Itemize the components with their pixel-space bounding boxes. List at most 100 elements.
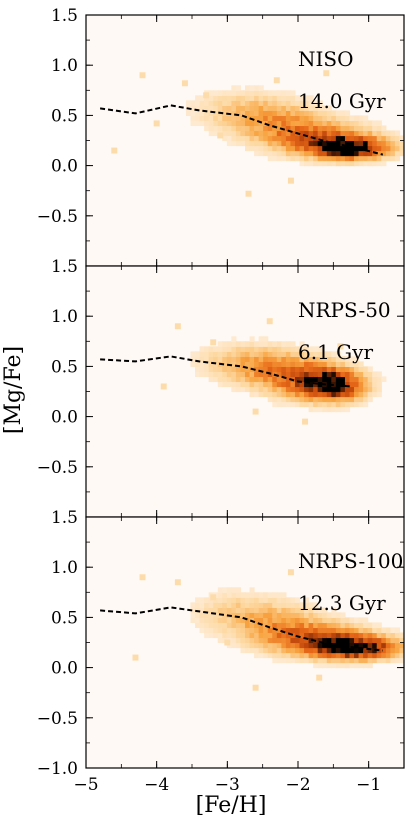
density-cell bbox=[249, 391, 255, 398]
density-cell bbox=[390, 150, 396, 157]
density-cell bbox=[290, 95, 296, 101]
density-cell bbox=[213, 90, 219, 96]
density-cell bbox=[267, 135, 273, 142]
density-cell bbox=[340, 155, 346, 162]
density-cell bbox=[235, 642, 242, 649]
density-cell bbox=[281, 361, 287, 367]
density-cell bbox=[235, 341, 242, 347]
density-cell bbox=[263, 597, 269, 603]
density-cell bbox=[272, 120, 278, 127]
density-cell bbox=[276, 592, 282, 598]
density-cell bbox=[272, 592, 278, 598]
density-cell bbox=[313, 351, 319, 357]
density-cell bbox=[308, 647, 314, 654]
density-cell bbox=[313, 617, 319, 624]
density-cell bbox=[349, 391, 355, 398]
density-cell bbox=[199, 110, 205, 116]
density-cell bbox=[281, 612, 287, 618]
density-cell bbox=[276, 95, 282, 101]
density-cell bbox=[249, 90, 255, 96]
density-cell bbox=[217, 637, 223, 644]
density-cell bbox=[195, 602, 201, 608]
density-cell bbox=[195, 95, 201, 101]
density-cell bbox=[376, 150, 382, 157]
density-cell bbox=[326, 150, 332, 157]
density-cell bbox=[190, 356, 196, 362]
density-cell bbox=[281, 125, 287, 132]
density-cell bbox=[204, 351, 210, 357]
density-cell bbox=[213, 617, 219, 624]
density-cell bbox=[240, 115, 246, 122]
density-cell bbox=[326, 155, 332, 162]
density-cell bbox=[385, 637, 391, 644]
density-cell bbox=[385, 150, 391, 157]
density-cell bbox=[294, 376, 301, 383]
density-cell bbox=[272, 105, 278, 111]
density-cell bbox=[258, 391, 264, 398]
density-cell bbox=[304, 622, 310, 629]
density-cell bbox=[390, 145, 396, 152]
density-cell bbox=[240, 95, 246, 101]
density-cell bbox=[276, 657, 282, 664]
density-cell bbox=[204, 361, 210, 367]
density-cell bbox=[276, 115, 282, 122]
density-cell bbox=[222, 135, 228, 142]
y-tick-label: 0.0 bbox=[51, 659, 78, 679]
density-cell bbox=[222, 627, 228, 634]
density-cell bbox=[231, 612, 237, 618]
density-cell bbox=[322, 366, 328, 373]
density-cell bbox=[276, 135, 282, 142]
density-cell bbox=[285, 391, 292, 398]
density-cell bbox=[245, 637, 251, 644]
density-cell bbox=[349, 662, 355, 669]
density-cell bbox=[231, 135, 237, 142]
density-cell bbox=[208, 376, 214, 383]
density-cell bbox=[335, 356, 341, 362]
density-cell bbox=[308, 120, 314, 127]
density-cell bbox=[349, 115, 355, 122]
density-cell bbox=[235, 356, 242, 362]
density-cell bbox=[304, 381, 310, 388]
density-cell bbox=[254, 612, 260, 618]
density-cell bbox=[285, 602, 292, 608]
density-cell bbox=[367, 652, 373, 659]
density-outlier bbox=[210, 594, 217, 601]
density-cell bbox=[276, 376, 282, 383]
density-cell bbox=[263, 341, 269, 347]
density-cell bbox=[222, 587, 228, 593]
density-cell bbox=[294, 381, 301, 388]
density-cell bbox=[235, 632, 242, 639]
density-cell bbox=[258, 602, 264, 608]
density-cell bbox=[381, 160, 387, 167]
density-cell bbox=[226, 356, 232, 362]
density-cell bbox=[385, 145, 391, 152]
density-cell bbox=[263, 647, 269, 654]
density-cell bbox=[254, 391, 260, 398]
density-cell bbox=[354, 396, 360, 403]
density-cell bbox=[245, 90, 251, 96]
density-cell bbox=[299, 366, 305, 373]
density-cell bbox=[367, 642, 373, 649]
density-cell bbox=[308, 607, 314, 613]
density-cell bbox=[344, 391, 351, 398]
density-cell bbox=[322, 627, 328, 634]
density-cell bbox=[258, 376, 264, 383]
density-cell bbox=[290, 657, 296, 664]
density-cell bbox=[276, 90, 282, 96]
density-cell bbox=[254, 386, 260, 393]
density-cell bbox=[208, 602, 214, 608]
density-cell bbox=[331, 406, 337, 413]
density-cell bbox=[199, 120, 205, 127]
y-tick-label: 1.5 bbox=[51, 257, 78, 277]
density-cell bbox=[317, 632, 323, 639]
density-cell bbox=[290, 602, 296, 608]
density-cell bbox=[285, 110, 292, 116]
density-cell bbox=[222, 105, 228, 111]
density-cell bbox=[290, 401, 296, 408]
density-cell bbox=[381, 632, 387, 639]
density-cell bbox=[294, 125, 301, 132]
density-cell bbox=[217, 90, 223, 96]
density-cell bbox=[317, 130, 323, 137]
density-cell bbox=[317, 617, 323, 624]
density-cell bbox=[372, 160, 378, 167]
